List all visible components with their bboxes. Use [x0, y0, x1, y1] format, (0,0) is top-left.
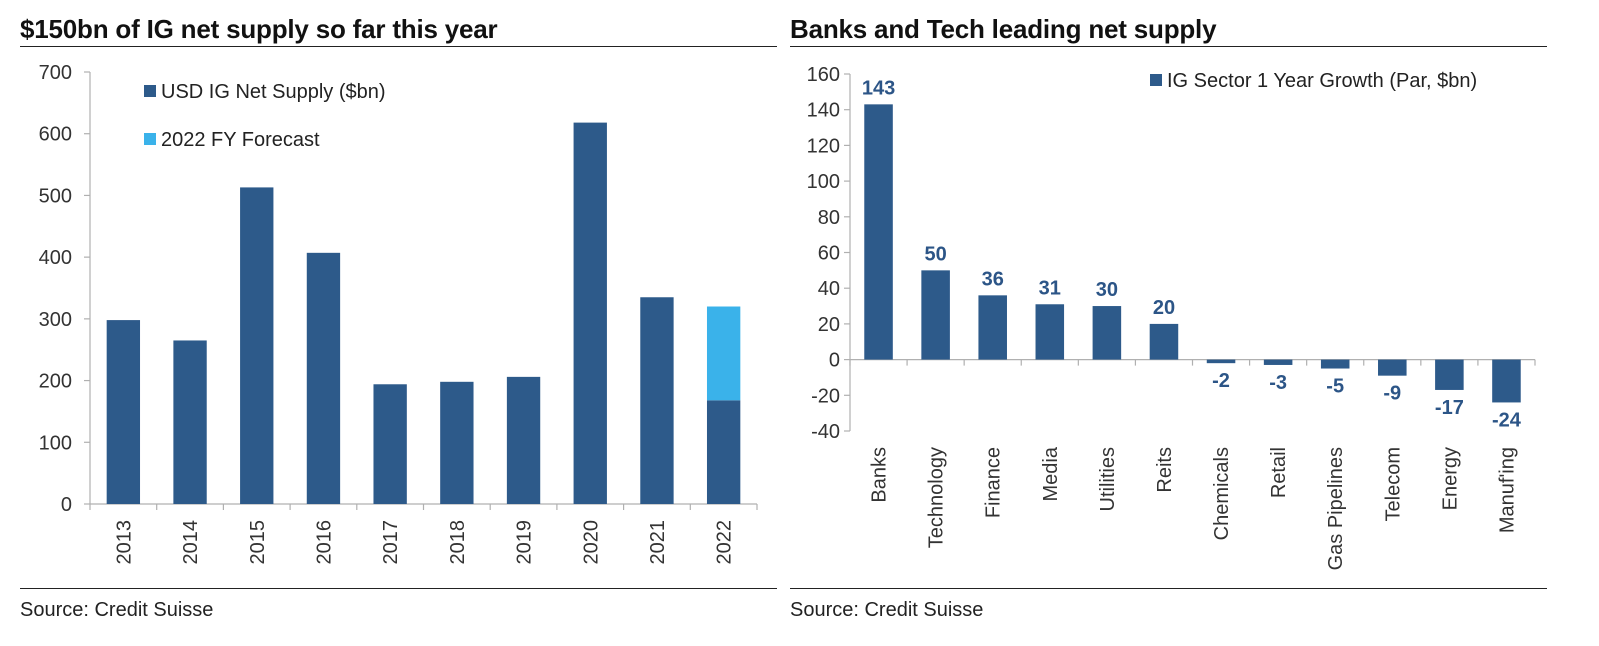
bar-telecom — [1378, 359, 1407, 376]
x-category-label: Media — [1040, 446, 1062, 501]
bar-technology — [921, 270, 950, 360]
bar-banks — [864, 104, 893, 360]
bar-usd-ig-net-supply-bn-2018 — [440, 381, 474, 504]
bar-manuf-ing — [1492, 359, 1521, 403]
bar-gas-pipelines — [1320, 359, 1350, 369]
right-chart-title: Banks and Tech leading net supply — [790, 14, 1217, 44]
y-tick-label: 60 — [818, 243, 840, 265]
x-category-label: 2020 — [580, 520, 602, 565]
legend-swatch-ig-sector-1-year-growth-par-bn — [1150, 74, 1162, 86]
data-label-banks: 143 — [862, 77, 895, 99]
bar-usd-ig-net-supply-bn-2015 — [240, 187, 274, 505]
bar-utilities — [1092, 306, 1122, 360]
data-label-energy: -17 — [1435, 397, 1464, 419]
data-label-manuf-ing: -24 — [1492, 409, 1522, 431]
x-category-label: 2016 — [313, 520, 335, 565]
x-category-label: Reits — [1154, 447, 1176, 493]
bar-retail — [1263, 359, 1293, 365]
y-tick-label: 300 — [39, 309, 72, 331]
legend-swatch-usd-ig-net-supply-bn — [144, 85, 156, 97]
x-category-label: 2019 — [514, 520, 536, 565]
x-category-label: Retail — [1268, 447, 1290, 498]
bar-media — [1035, 304, 1065, 360]
left-bar-chart: 0 100 200 300 400 500 600 700 2013 2014 2015 2016 20… — [39, 62, 758, 565]
bar-usd-ig-net-supply-bn-2017 — [373, 384, 407, 504]
x-category-label: Finance — [983, 447, 1005, 518]
y-tick-label: 160 — [807, 64, 840, 86]
y-tick-label: 120 — [807, 135, 840, 157]
bar-reits — [1149, 323, 1179, 360]
x-category-label: Energy — [1439, 447, 1461, 510]
bar-usd-ig-net-supply-bn-2022 — [706, 400, 741, 504]
data-label-utilities: 30 — [1096, 279, 1118, 301]
y-tick-label: 20 — [818, 314, 840, 336]
x-category-label: 2017 — [380, 520, 402, 565]
y-tick-label: 0 — [829, 350, 840, 372]
bar-usd-ig-net-supply-bn-2020 — [573, 122, 607, 504]
y-tick-label: 80 — [818, 207, 840, 229]
left-chart-title: $150bn of IG net supply so far this year — [20, 14, 498, 44]
y-tick-label: 400 — [39, 247, 72, 269]
left-source-divider — [20, 588, 777, 589]
legend-label-usd-ig-net-supply-bn: USD IG Net Supply ($bn) — [161, 81, 386, 103]
bar-usd-ig-net-supply-bn-2013 — [106, 320, 141, 504]
bar-finance — [978, 295, 1007, 360]
x-category-label: 2014 — [180, 520, 202, 565]
legend-swatch-2022-fy-forecast — [144, 133, 156, 145]
x-category-label: Manuf'ing — [1496, 447, 1518, 533]
x-category-label: Utilities — [1097, 447, 1119, 511]
x-category-label: Banks — [869, 447, 891, 503]
y-tick-label: 700 — [39, 62, 72, 84]
right-source-divider — [790, 588, 1547, 589]
bar-chemicals — [1206, 359, 1236, 364]
data-label-reits: 20 — [1153, 297, 1175, 319]
x-category-label: 2013 — [113, 520, 135, 565]
data-label-retail: -3 — [1269, 372, 1287, 394]
data-label-chemicals: -2 — [1212, 370, 1230, 392]
right-title-divider — [790, 46, 1547, 47]
y-tick-label: 500 — [39, 185, 72, 207]
x-category-label: 2021 — [647, 520, 669, 565]
bar-2022-fy-forecast-2022 — [706, 306, 741, 401]
left-chart-panel: $150bn of IG net supply so far this year… — [20, 0, 777, 646]
x-category-label: 2022 — [714, 520, 736, 565]
y-tick-label: 100 — [39, 432, 72, 454]
x-category-label: Telecom — [1382, 447, 1404, 521]
right-source-note: Source: Credit Suisse — [790, 599, 984, 621]
x-category-label: 2015 — [247, 520, 269, 565]
y-tick-label: 40 — [818, 278, 840, 300]
left-title-divider — [20, 46, 777, 47]
bar-energy — [1435, 359, 1464, 390]
right-bar-chart: -40 -20 0 20 40 60 80 100 120 140 160 143 Banks 50 Tec… — [807, 64, 1536, 570]
legend-label-2022-fy-forecast: 2022 FY Forecast — [161, 129, 320, 151]
bar-usd-ig-net-supply-bn-2014 — [173, 340, 207, 504]
data-label-finance: 36 — [982, 268, 1004, 290]
legend-label-ig-sector-1-year-growth-par-bn: IG Sector 1 Year Growth (Par, $bn) — [1167, 70, 1477, 92]
y-tick-label: -40 — [811, 421, 840, 443]
x-category-label: Gas Pipelines — [1325, 447, 1347, 570]
data-label-gas-pipelines: -5 — [1326, 376, 1344, 398]
y-tick-label: 200 — [39, 371, 72, 393]
y-tick-label: 0 — [61, 494, 72, 516]
data-label-media: 31 — [1039, 277, 1061, 299]
bar-usd-ig-net-supply-bn-2019 — [506, 376, 541, 504]
y-tick-label: 140 — [807, 100, 840, 122]
y-tick-label: -20 — [811, 385, 840, 407]
x-category-label: 2018 — [447, 520, 469, 565]
bar-usd-ig-net-supply-bn-2016 — [306, 252, 341, 504]
data-label-telecom: -9 — [1383, 383, 1401, 405]
x-category-label: Chemicals — [1211, 447, 1233, 540]
y-tick-label: 100 — [807, 171, 840, 193]
left-source-note: Source: Credit Suisse — [20, 599, 214, 621]
data-label-technology: 50 — [925, 243, 947, 265]
bar-usd-ig-net-supply-bn-2021 — [640, 297, 674, 504]
x-category-label: Technology — [926, 447, 948, 548]
right-chart-panel: Banks and Tech leading net supply -40 -20… — [790, 0, 1547, 646]
y-tick-label: 600 — [39, 124, 72, 146]
